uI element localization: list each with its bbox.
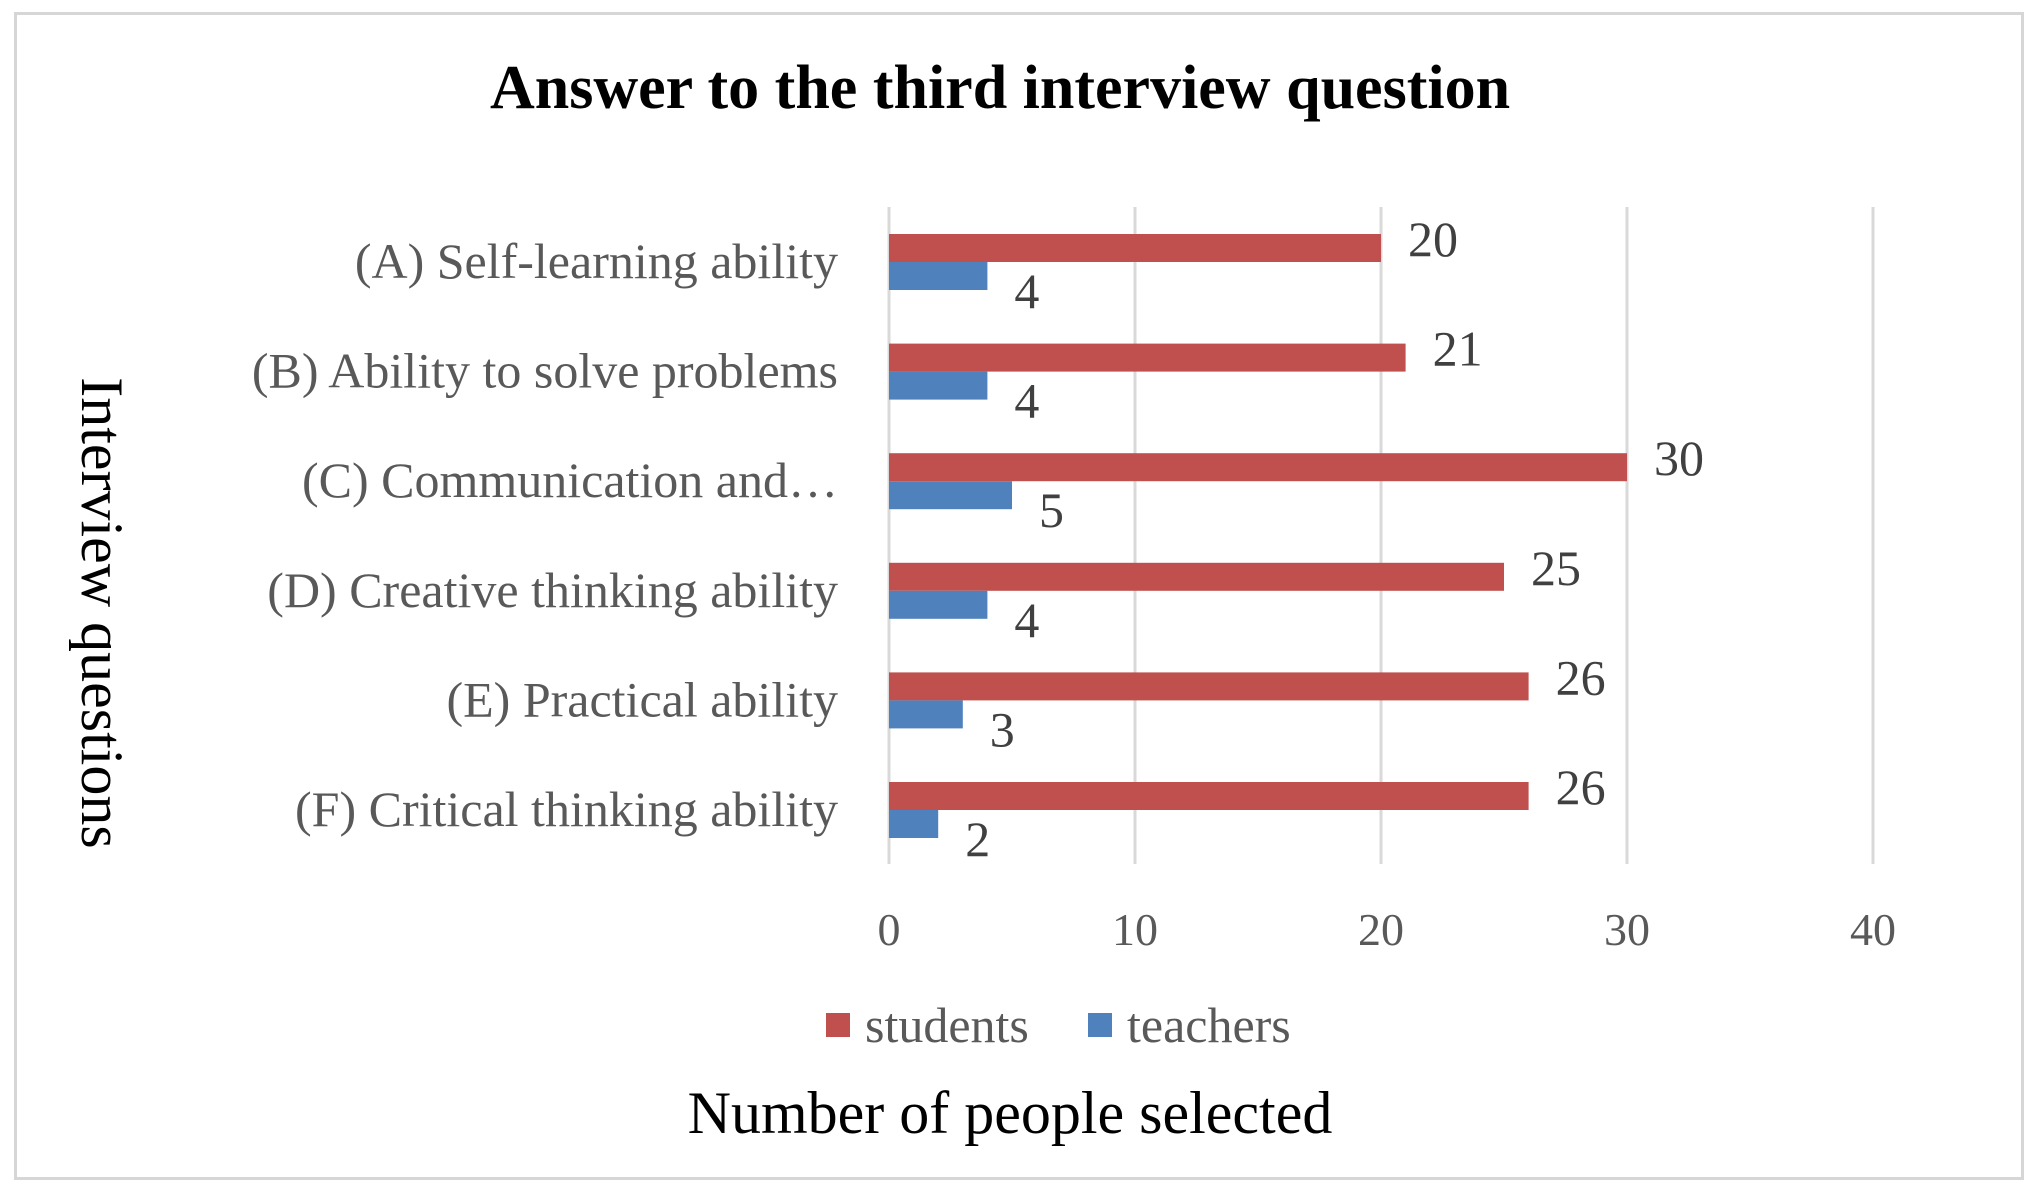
bar-teachers [889, 262, 988, 290]
bar-teachers [889, 810, 939, 838]
data-label-teachers: 3 [990, 701, 1015, 757]
data-label-students: 26 [1556, 759, 1606, 815]
bar-students [889, 234, 1381, 262]
legend-label-teachers: teachers [1127, 997, 1291, 1053]
bar-teachers [889, 700, 963, 729]
data-label-students: 21 [1433, 321, 1483, 377]
x-axis-title: Number of people selected [688, 1080, 1333, 1146]
gridlines [887, 207, 1875, 864]
category-label: (D) Creative thinking ability [267, 562, 838, 618]
data-label-students: 25 [1531, 540, 1581, 596]
legend: students teachers [826, 997, 1291, 1053]
legend-swatch-students [826, 1013, 850, 1037]
data-labels: 20 4 21 4 30 5 25 4 26 3 26 2 [965, 211, 1704, 867]
data-label-teachers: 5 [1039, 482, 1064, 538]
bar-students [889, 672, 1529, 701]
bar-teachers [889, 371, 988, 400]
data-label-students: 26 [1556, 649, 1606, 705]
y-axis-categories: (A) Self-learning ability (B) Ability to … [252, 233, 838, 837]
y-axis-title: Interview questions [69, 377, 135, 849]
category-label: (E) Practical ability [446, 671, 838, 727]
bar-teachers [889, 481, 1012, 510]
category-label: (B) Ability to solve problems [252, 343, 838, 399]
x-tick-label: 10 [1112, 904, 1158, 955]
x-tick-label: 40 [1850, 904, 1896, 955]
bar-students [889, 453, 1627, 482]
bar-students [889, 562, 1504, 591]
x-tick-label: 20 [1358, 904, 1404, 955]
x-tick-label: 0 [878, 904, 901, 955]
chart-frame [14, 12, 2024, 1180]
bars [889, 234, 1627, 838]
category-label: (A) Self-learning ability [355, 233, 838, 289]
data-label-teachers: 2 [965, 811, 990, 867]
category-label: (F) Critical thinking ability [295, 781, 838, 837]
category-label: (C) Communication and… [302, 452, 838, 508]
legend-swatch-teachers [1088, 1013, 1112, 1037]
x-axis-ticks: 0 10 20 30 40 [878, 904, 1897, 955]
bar-teachers [889, 590, 988, 619]
data-label-students: 20 [1408, 211, 1458, 267]
legend-label-students: students [865, 997, 1029, 1053]
data-label-teachers: 4 [1014, 373, 1039, 429]
chart-title: Answer to the third interview question [490, 54, 1510, 122]
x-tick-label: 30 [1604, 904, 1650, 955]
data-label-teachers: 4 [1014, 592, 1039, 648]
data-label-teachers: 4 [1014, 263, 1039, 319]
data-label-students: 30 [1654, 430, 1704, 486]
bar-students [889, 782, 1529, 810]
bar-students [889, 343, 1406, 372]
